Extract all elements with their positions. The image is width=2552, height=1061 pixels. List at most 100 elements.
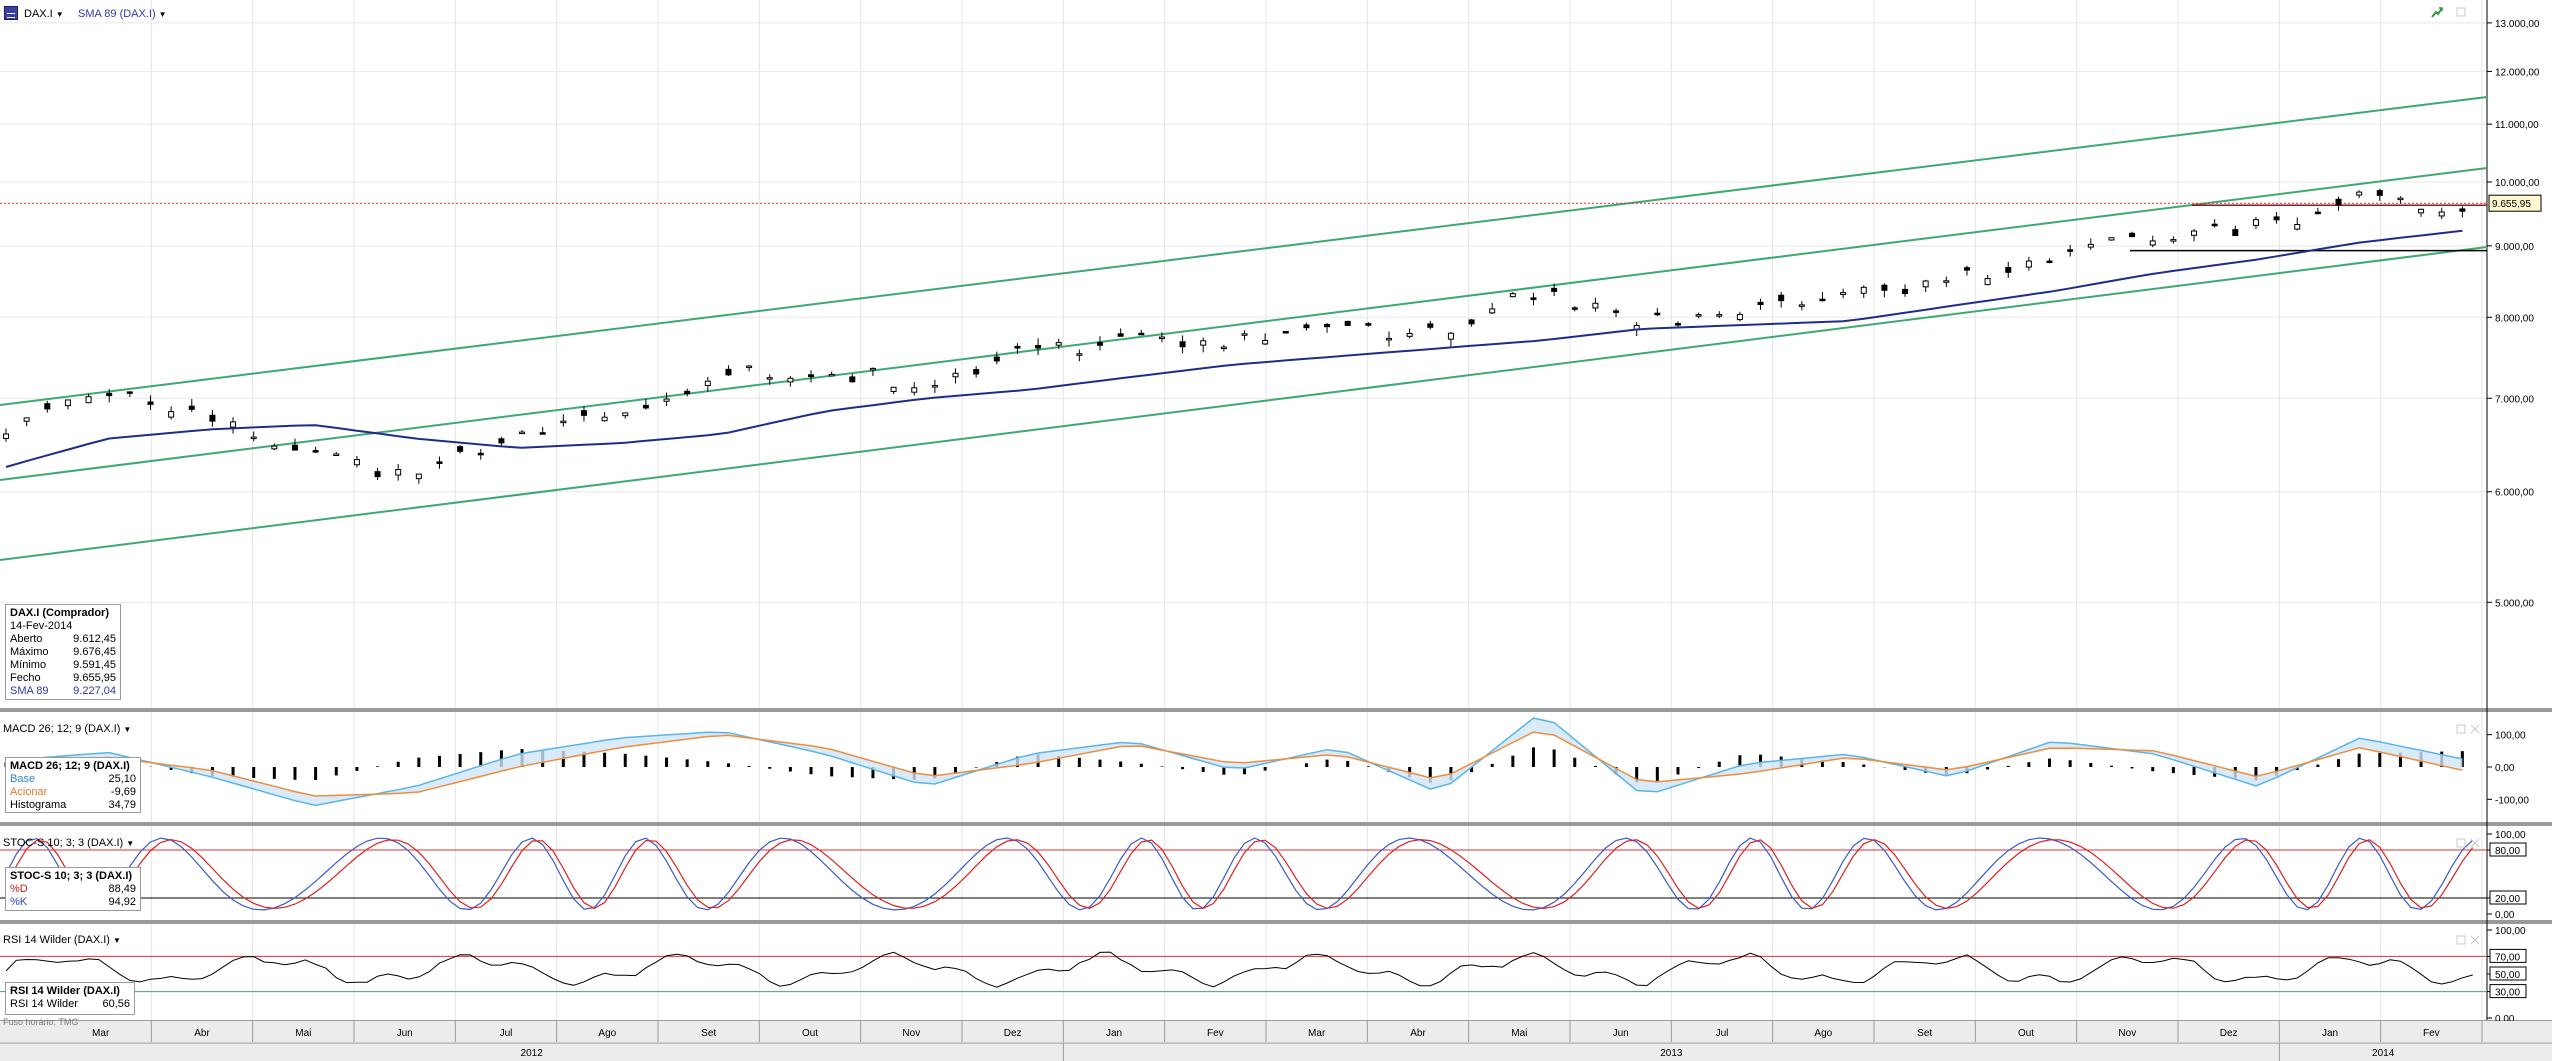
info-label: Base: [10, 773, 36, 785]
close-icon[interactable]: [2468, 836, 2482, 850]
candle-body: [1385, 337, 1392, 341]
month-label: Fev: [2423, 1028, 2440, 1039]
candle-body: [1014, 345, 1021, 349]
candle-body: [415, 473, 422, 480]
rsi-line: [5, 951, 2473, 988]
macd-trigger-line: [5, 731, 2463, 797]
chevron-down-icon: ▼: [55, 10, 64, 19]
macd-fill: [6, 718, 2463, 806]
y-tick-label: 0,00: [2495, 763, 2515, 774]
candle-body: [2025, 260, 2032, 268]
candle-body: [1716, 314, 1723, 317]
candle-body: [395, 469, 402, 476]
maximize-icon[interactable]: [2454, 836, 2468, 850]
candle-body: [23, 417, 30, 422]
panel-divider: [0, 708, 2552, 712]
candle-body: [787, 377, 794, 383]
month-label: Dez: [2220, 1028, 2238, 1039]
info-label: RSI 14 Wilder: [10, 998, 78, 1010]
candle-body: [44, 403, 51, 410]
channel-line: [0, 246, 2488, 561]
year-label: 2012: [521, 1048, 544, 1059]
y-tick-label: 11.000,00: [2495, 120, 2539, 131]
y-tick-box: [2489, 948, 2527, 963]
price-tag-label: 9.655,95: [2492, 199, 2531, 210]
info-label: Máximo: [10, 646, 49, 658]
month-label: Jul: [500, 1028, 513, 1039]
symbol-label: DAX.I: [24, 8, 53, 20]
info-value: 9.676,45: [73, 646, 116, 658]
candle-body: [291, 444, 298, 451]
month-label: Abr: [1410, 1028, 1426, 1039]
candle-body: [230, 421, 237, 428]
info-value: -9,69: [110, 786, 136, 798]
candle-body: [2335, 198, 2342, 206]
candle-body: [1035, 344, 1042, 349]
candle-body: [1778, 294, 1785, 302]
month-label: Mar: [1308, 1028, 1326, 1039]
month-label: Jul: [1716, 1028, 1729, 1039]
symbol-selector[interactable]: DAX.I ▼: [24, 7, 64, 22]
candle-body: [1220, 346, 1227, 350]
candle-body: [106, 392, 113, 397]
candle-body: [1902, 288, 1909, 295]
candle-body: [1571, 307, 1578, 310]
candle-body: [601, 416, 608, 422]
candle-body: [1344, 320, 1351, 326]
info-value: 25,10: [108, 773, 136, 785]
candle-body: [1551, 287, 1558, 292]
info-label: SMA 89: [10, 685, 49, 697]
maximize-icon[interactable]: [2454, 722, 2468, 736]
candle-body: [1613, 310, 1620, 313]
candle-body: [2438, 211, 2445, 217]
candle-body: [1262, 339, 1269, 345]
close-icon[interactable]: [2468, 722, 2482, 736]
rsi-info-title: RSI 14 Wilder (DAX.I): [10, 985, 120, 997]
timezone-label: Fuso horário: TMG: [3, 1017, 79, 1027]
candle-body: [3, 433, 9, 439]
candle-body: [849, 376, 856, 383]
candle-body: [1303, 324, 1310, 329]
candle-body: [312, 450, 319, 453]
candle-body: [1076, 353, 1083, 356]
stoch-indicator-selector[interactable]: STOC-S 10; 3; 3 (DAX.I) ▼: [3, 836, 134, 851]
candle-body: [1179, 341, 1186, 348]
candle-body: [1757, 301, 1764, 305]
candle-body: [1840, 292, 1847, 296]
candle-body: [2170, 239, 2177, 242]
candle-body: [2459, 208, 2466, 212]
month-label: Nov: [902, 1028, 920, 1039]
month-label: Dez: [1004, 1028, 1022, 1039]
month-label: Mar: [92, 1028, 110, 1039]
month-label: Jun: [397, 1028, 413, 1039]
close-icon[interactable]: [2468, 933, 2482, 947]
candle-body: [642, 404, 649, 409]
candle-body: [2356, 191, 2363, 196]
candle-body: [1592, 302, 1599, 309]
candle-body: [333, 453, 340, 456]
candle-body: [1860, 286, 1867, 294]
maximize-icon[interactable]: [2454, 5, 2468, 19]
candle-body: [828, 373, 835, 377]
sma-line: [5, 229, 2463, 468]
macd-info-box: MACD 26; 12; 9 (DAX.I) Base 25,10 Acionar…: [5, 757, 141, 813]
candle-body: [1055, 342, 1062, 346]
year-label: 2014: [2372, 1048, 2395, 1059]
y-tick-box: [2489, 966, 2527, 981]
chevron-down-icon: ▼: [112, 936, 121, 945]
candle-body: [1489, 308, 1496, 314]
stoch-d-line: [5, 838, 2474, 910]
candle-body: [1922, 280, 1929, 288]
candle-body: [1984, 278, 1991, 286]
y-tick-box: [2489, 890, 2527, 905]
macd-indicator-selector[interactable]: MACD 26; 12; 9 (DAX.I) ▼: [3, 722, 131, 737]
y-tick-label: 100,00: [2495, 731, 2526, 742]
month-label: Out: [2018, 1028, 2034, 1039]
rsi-indicator-selector[interactable]: RSI 14 Wilder (DAX.I) ▼: [3, 933, 121, 948]
trend-tool-icon[interactable]: [2430, 5, 2444, 19]
candle-body: [973, 369, 980, 375]
maximize-icon[interactable]: [2454, 933, 2468, 947]
sma-indicator-selector[interactable]: SMA 89 (DAX.I) ▼: [78, 7, 167, 22]
candle-body: [2376, 190, 2383, 196]
